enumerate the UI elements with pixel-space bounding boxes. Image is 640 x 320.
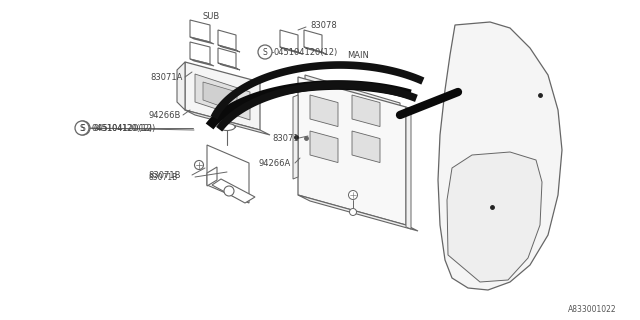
Polygon shape [218, 63, 240, 70]
Polygon shape [310, 131, 338, 163]
Text: 045104120(12): 045104120(12) [93, 124, 152, 132]
Text: A833001022: A833001022 [568, 305, 616, 314]
Polygon shape [406, 107, 411, 229]
Polygon shape [317, 96, 337, 134]
Polygon shape [351, 100, 379, 140]
Text: SUB: SUB [202, 12, 220, 20]
Text: MAIN: MAIN [347, 51, 369, 60]
Polygon shape [218, 30, 236, 50]
Polygon shape [190, 37, 214, 44]
Text: S: S [81, 124, 85, 132]
Polygon shape [371, 145, 386, 171]
Polygon shape [298, 195, 418, 231]
Polygon shape [373, 143, 384, 168]
Polygon shape [304, 47, 326, 54]
Polygon shape [351, 145, 366, 171]
Circle shape [349, 209, 356, 215]
Ellipse shape [219, 124, 235, 131]
Text: S: S [79, 124, 84, 132]
Polygon shape [353, 143, 364, 168]
Text: 83071B: 83071B [148, 171, 180, 180]
Polygon shape [185, 62, 260, 130]
Text: 045104120(12): 045104120(12) [273, 47, 337, 57]
Ellipse shape [219, 107, 235, 114]
Polygon shape [218, 45, 240, 52]
Polygon shape [280, 30, 298, 52]
Text: 94266B: 94266B [148, 110, 180, 119]
Polygon shape [310, 95, 338, 127]
Polygon shape [207, 145, 249, 203]
Polygon shape [331, 145, 346, 171]
Polygon shape [185, 110, 270, 135]
Polygon shape [447, 152, 542, 282]
Polygon shape [305, 187, 410, 221]
Polygon shape [212, 179, 255, 203]
Polygon shape [305, 75, 400, 110]
Circle shape [224, 186, 234, 196]
Polygon shape [203, 82, 237, 112]
Polygon shape [352, 131, 380, 163]
Polygon shape [218, 48, 236, 68]
Text: 045104120(12): 045104120(12) [91, 124, 156, 132]
Text: 94266A: 94266A [258, 158, 291, 167]
Polygon shape [177, 62, 185, 110]
Text: 83071A: 83071A [150, 73, 182, 82]
Circle shape [195, 161, 204, 170]
Circle shape [258, 45, 272, 59]
Polygon shape [195, 74, 250, 120]
Polygon shape [311, 145, 326, 171]
Text: 83071: 83071 [272, 133, 299, 142]
Polygon shape [304, 30, 322, 52]
Polygon shape [190, 59, 214, 66]
Circle shape [76, 121, 90, 135]
Polygon shape [438, 22, 562, 290]
Text: 83078: 83078 [310, 20, 337, 29]
Polygon shape [293, 95, 298, 179]
Circle shape [75, 121, 89, 135]
Polygon shape [355, 96, 375, 134]
Polygon shape [207, 167, 217, 186]
Polygon shape [333, 143, 344, 168]
Polygon shape [298, 77, 406, 225]
Polygon shape [313, 143, 324, 168]
Text: S: S [262, 47, 268, 57]
Polygon shape [190, 42, 210, 64]
Polygon shape [352, 95, 380, 127]
Text: 83071B: 83071B [148, 172, 177, 181]
Polygon shape [280, 47, 302, 54]
Polygon shape [219, 110, 235, 127]
Polygon shape [313, 100, 341, 140]
Circle shape [349, 190, 358, 199]
Polygon shape [305, 82, 400, 215]
Polygon shape [190, 20, 210, 42]
